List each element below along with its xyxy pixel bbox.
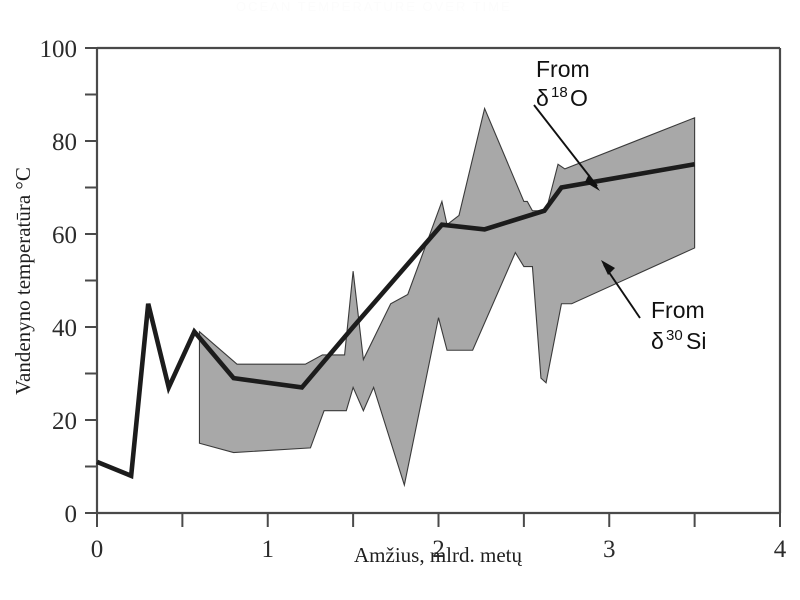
line-d18o bbox=[96, 161, 696, 480]
annot-d18o-element: O bbox=[570, 85, 588, 111]
y-tick-label: 0 bbox=[65, 501, 78, 528]
y-tick-label: 20 bbox=[52, 408, 77, 435]
y-tick-label: 60 bbox=[52, 222, 77, 249]
x-tick-label: 3 bbox=[603, 536, 616, 563]
x-tick-label: 1 bbox=[262, 536, 275, 563]
x-tick-label: 4 bbox=[774, 536, 787, 563]
y-axis-title: Vandenyno temperatūra °C bbox=[11, 167, 35, 395]
annot-d18o-sup: 18 bbox=[551, 84, 568, 101]
annotation-arrow-d18o bbox=[533, 104, 600, 191]
annot-d30si-from: From bbox=[651, 297, 705, 323]
y-tick-label: 100 bbox=[40, 36, 78, 63]
x-tick-label: 2 bbox=[432, 536, 445, 563]
axis-tick-labels: 0 20 40 60 80 100 0 1 2 3 4 bbox=[40, 36, 787, 563]
annot-d30si-delta: δ bbox=[651, 328, 664, 354]
annotation-arrow-d30si bbox=[601, 260, 641, 319]
annot-d30si-element: Si bbox=[686, 328, 706, 354]
y-tick-label: 80 bbox=[52, 129, 77, 156]
band-d30si bbox=[198, 106, 696, 488]
y-tick-label: 40 bbox=[52, 315, 77, 342]
x-tick-label: 0 bbox=[91, 536, 104, 563]
x-axis-title: Amžius, mlrd. metų bbox=[354, 543, 522, 567]
annotation-label-d18o: From δ 18 O bbox=[536, 56, 590, 111]
faint-top-title: OCEAN TEMPERATURE OVER TIME bbox=[236, 0, 512, 13]
annot-d18o-delta: δ bbox=[536, 85, 549, 111]
annot-d18o-from: From bbox=[536, 56, 590, 82]
annotation-label-d30si: From δ 30 Si bbox=[651, 297, 706, 354]
annot-d30si-sup: 30 bbox=[666, 327, 683, 344]
axis-ticks bbox=[85, 47, 781, 527]
